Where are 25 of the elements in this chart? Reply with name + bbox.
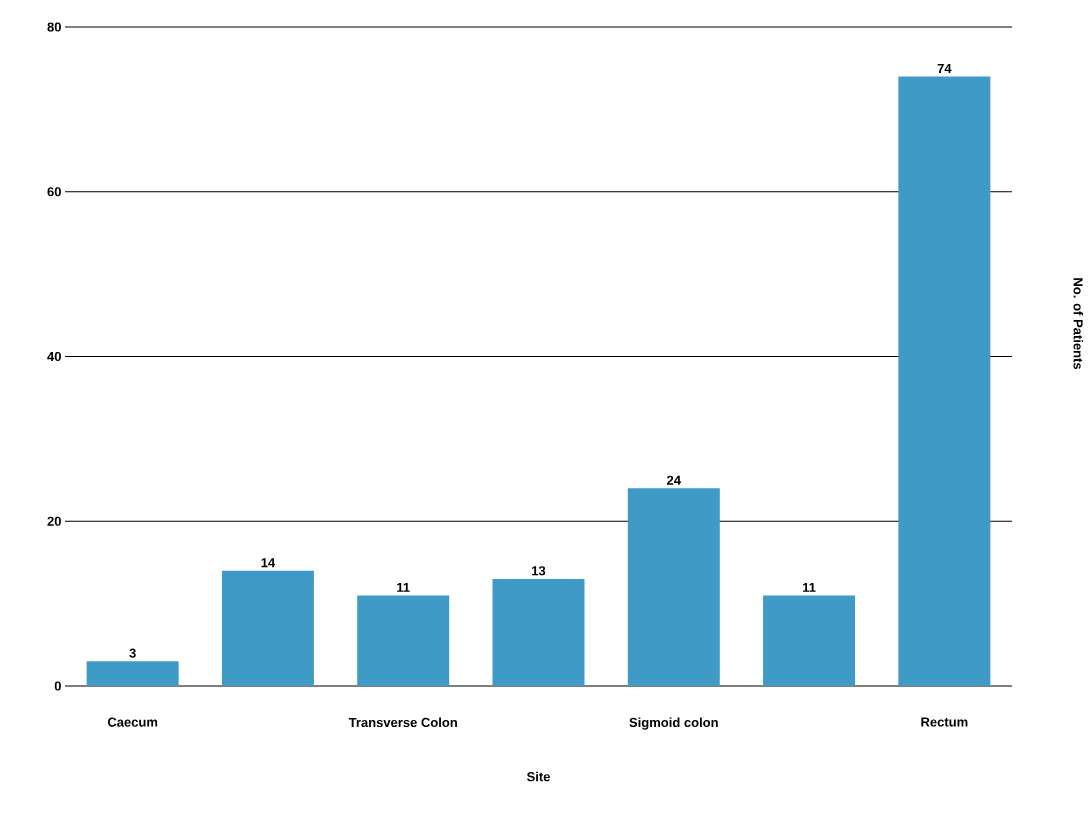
data-label: 13: [532, 566, 546, 576]
data-label: 3: [129, 648, 136, 658]
x-tick-label: Rectum: [921, 717, 968, 727]
y-tick-label: 0: [54, 681, 61, 691]
bar: [898, 76, 991, 686]
y-axis-title: No. of Patients: [1073, 278, 1084, 370]
x-tick-label: Transverse Colon: [348, 717, 457, 728]
data-label: 24: [667, 475, 681, 485]
y-tick-label: 80: [47, 22, 61, 32]
bar: [86, 661, 179, 686]
data-label: 74: [937, 63, 952, 73]
bar: [221, 570, 314, 686]
x-axis-title: Site: [526, 771, 550, 782]
y-tick-label: 20: [47, 516, 61, 526]
y-tick-label: 60: [47, 187, 61, 197]
x-tick-label: Caecum: [107, 717, 158, 727]
bar: [492, 578, 585, 686]
bar: [763, 595, 856, 686]
y-tick-label: 40: [47, 351, 61, 362]
x-tick-label: Sigmoid colon: [629, 717, 718, 730]
bar: [357, 595, 450, 686]
data-label: 11: [397, 582, 410, 592]
bar: [627, 488, 720, 686]
data-label: 14: [261, 558, 276, 568]
data-label: 11: [803, 582, 816, 592]
